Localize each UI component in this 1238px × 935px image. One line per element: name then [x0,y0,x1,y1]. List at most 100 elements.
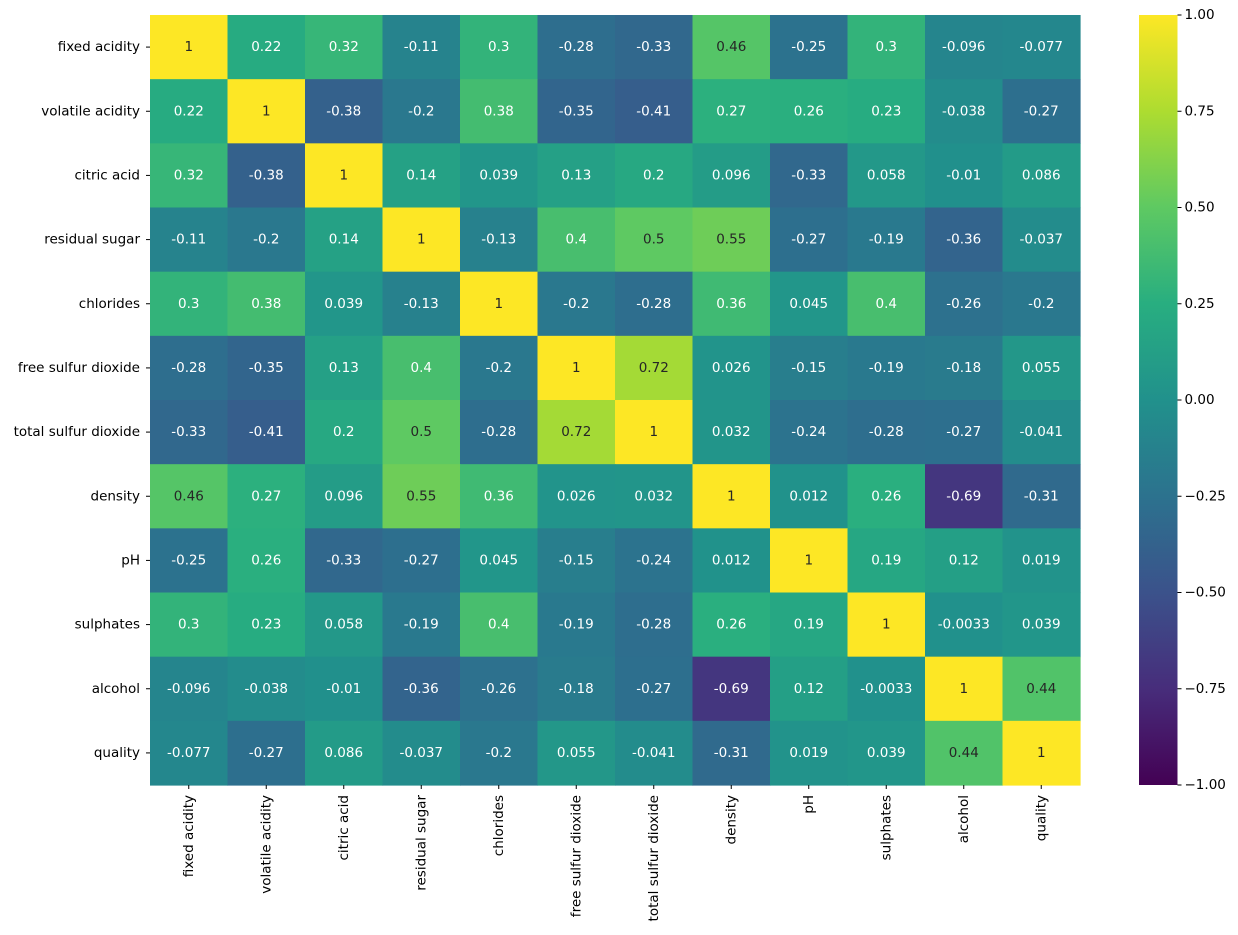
row-labels: fixed acidity volatile acidity citric acid… [14,39,150,761]
heatmap-cell-value-sulphates-sulphates: 1 [882,617,891,633]
heatmap-cell-value-fixed-acidity-residual-sugar: -0.11 [404,39,439,55]
heatmap-cell-sulphates-total-sulfur-dioxide [615,592,694,658]
heatmap-cell-free-sulfur-dioxide-citric-acid [305,335,384,401]
heatmap-cell-value-free-sulfur-dioxide-ph: -0.15 [791,360,826,376]
heatmap-cell-value-ph-density: 0.012 [712,552,751,568]
heatmap-cell-fixed-acidity-residual-sugar [382,15,461,80]
heatmap-cell-residual-sugar-ph [770,207,849,273]
heatmap-cells [150,15,1081,786]
heatmap-cell-value-volatile-acidity-volatile-acidity: 1 [262,103,271,119]
heatmap-cell-value-density-sulphates: 0.26 [871,488,901,504]
heatmap-cell-value-volatile-acidity-quality: -0.27 [1024,103,1059,119]
heatmap-cell-density-chlorides [460,464,539,529]
heatmap-cell-quality-quality [1002,720,1081,786]
heatmap-cell-fixed-acidity-fixed-acidity [150,15,229,80]
heatmap-cell-total-sulfur-dioxide-fixed-acidity [150,400,229,465]
heatmap-cell-value-free-sulfur-dioxide-volatile-acidity: -0.35 [249,360,284,376]
heatmap-cell-value-alcohol-quality: 0.44 [1026,681,1056,697]
column-label-residual-sugar: residual sugar [413,795,429,891]
heatmap-cell-value-residual-sugar-alcohol: -0.36 [946,232,981,248]
heatmap-cell-value-chlorides-alcohol: -0.26 [946,296,981,312]
heatmap-cell-fixed-acidity-density [692,15,771,80]
heatmap-cell-value-volatile-acidity-alcohol: -0.038 [942,103,986,119]
heatmap-cell-value-total-sulfur-dioxide-quality: -0.041 [1019,424,1063,440]
heatmap-cell-sulphates-residual-sugar [382,592,461,658]
row-label-total-sulfur-dioxide: total sulfur dioxide [14,424,140,440]
heatmap-cell-free-sulfur-dioxide-chlorides [460,335,539,401]
heatmap-cell-value-citric-acid-free-sulfur-dioxide: 0.13 [561,167,591,183]
heatmap-cell-value-density-chlorides: 0.36 [484,488,514,504]
heatmap-cell-value-volatile-acidity-free-sulfur-dioxide: -0.35 [559,103,594,119]
heatmap-cell-quality-total-sulfur-dioxide [615,720,694,786]
heatmap-cell-fixed-acidity-ph [770,15,849,80]
row-label-alcohol: alcohol [92,681,140,697]
heatmap-cell-citric-acid-citric-acid [305,143,384,209]
heatmap-cell-value-sulphates-citric-acid: 0.058 [324,617,363,633]
heatmap-cell-value-fixed-acidity-free-sulfur-dioxide: -0.28 [559,39,594,55]
heatmap-cell-free-sulfur-dioxide-residual-sugar [382,335,461,401]
heatmap-cell-value-fixed-acidity-citric-acid: 0.32 [329,39,359,55]
heatmap-cell-value-ph-free-sulfur-dioxide: -0.15 [559,552,594,568]
heatmap-cell-value-chlorides-quality: -0.2 [1028,296,1054,312]
heatmap-cell-chlorides-alcohol [925,271,1004,337]
heatmap-cell-ph-free-sulfur-dioxide [537,528,616,594]
heatmap-cell-density-residual-sugar [382,464,461,529]
heatmap-cell-value-sulphates-free-sulfur-dioxide: -0.19 [559,617,594,633]
heatmap-cell-value-citric-acid-total-sulfur-dioxide: 0.2 [643,167,664,183]
heatmap-cell-value-quality-residual-sugar: -0.037 [399,745,443,761]
heatmap-cell-value-residual-sugar-density: 0.55 [716,232,746,248]
heatmap-cell-alcohol-chlorides [460,656,539,722]
heatmap-cell-value-sulphates-ph: 0.19 [794,617,824,633]
heatmap-cell-value-free-sulfur-dioxide-total-sulfur-dioxide: 0.72 [639,360,669,376]
column-label-chlorides: chlorides [491,795,507,856]
heatmap-cell-value-quality-alcohol: 0.44 [949,745,979,761]
heatmap-cell-value-residual-sugar-citric-acid: 0.14 [329,232,359,248]
heatmap-cell-sulphates-chlorides [460,592,539,658]
heatmap-cell-free-sulfur-dioxide-volatile-acidity [227,335,306,401]
heatmap-cell-alcohol-fixed-acidity [150,656,229,722]
heatmap-cell-density-sulphates [847,464,926,529]
heatmap-cell-volatile-acidity-volatile-acidity [227,79,306,144]
heatmap-cell-value-residual-sugar-volatile-acidity: -0.2 [253,232,279,248]
heatmap-cell-ph-citric-acid [305,528,384,594]
heatmap-cell-fixed-acidity-free-sulfur-dioxide [537,15,616,80]
heatmap-cell-citric-acid-quality [1002,143,1081,209]
heatmap-cell-value-fixed-acidity-fixed-acidity: 1 [184,39,193,55]
heatmap-cell-alcohol-volatile-acidity [227,656,306,722]
heatmap-cell-citric-acid-volatile-acidity [227,143,306,209]
heatmap-cell-value-sulphates-fixed-acidity: 0.3 [178,617,199,633]
heatmap-cell-value-fixed-acidity-chlorides: 0.3 [488,39,509,55]
heatmap-cell-chlorides-volatile-acidity [227,271,306,337]
heatmap-cell-density-alcohol [925,464,1004,529]
heatmap-cell-value-fixed-acidity-ph: -0.25 [791,39,826,55]
colorbar [1139,15,1178,785]
heatmap-cell-volatile-acidity-free-sulfur-dioxide [537,79,616,144]
heatmap-cell-value-fixed-acidity-volatile-acidity: 0.22 [251,39,281,55]
heatmap-cell-value-citric-acid-residual-sugar: 0.14 [406,167,436,183]
heatmap-cell-value-total-sulfur-dioxide-volatile-acidity: -0.41 [249,424,284,440]
heatmap-cell-value-chlorides-chlorides: 1 [494,296,503,312]
heatmap-cell-value-ph-sulphates: 0.19 [871,552,901,568]
heatmap-cell-volatile-acidity-density [692,79,771,144]
heatmap-cell-value-volatile-acidity-total-sulfur-dioxide: -0.41 [636,103,671,119]
heatmap-cell-value-alcohol-fixed-acidity: -0.096 [167,681,211,697]
heatmap-cell-volatile-acidity-ph [770,79,849,144]
heatmap-cell-value-alcohol-free-sulfur-dioxide: -0.18 [559,681,594,697]
heatmap-cell-value-sulphates-chlorides: 0.4 [488,617,509,633]
heatmap-cell-value-citric-acid-volatile-acidity: -0.38 [249,167,284,183]
heatmap-cell-free-sulfur-dioxide-quality [1002,335,1081,401]
heatmap-cell-value-residual-sugar-fixed-acidity: -0.11 [171,232,206,248]
heatmap-cell-value-volatile-acidity-citric-acid: -0.38 [326,103,361,119]
heatmap-cell-free-sulfur-dioxide-density [692,335,771,401]
heatmap-cell-volatile-acidity-citric-acid [305,79,384,144]
heatmap-cell-value-quality-sulphates: 0.039 [867,745,906,761]
colorbar-tick-label-8: −1.00 [1185,777,1226,793]
heatmap-cell-volatile-acidity-alcohol [925,79,1004,144]
heatmap-cell-value-chlorides-total-sulfur-dioxide: -0.28 [636,296,671,312]
heatmap-cell-value-quality-citric-acid: 0.086 [324,745,363,761]
row-label-fixed-acidity: fixed acidity [58,39,140,55]
heatmap-cell-value-ph-total-sulfur-dioxide: -0.24 [636,552,671,568]
heatmap-cell-volatile-acidity-chlorides [460,79,539,144]
heatmap-cell-value-alcohol-residual-sugar: -0.36 [404,681,439,697]
heatmap-cell-fixed-acidity-quality [1002,15,1081,80]
